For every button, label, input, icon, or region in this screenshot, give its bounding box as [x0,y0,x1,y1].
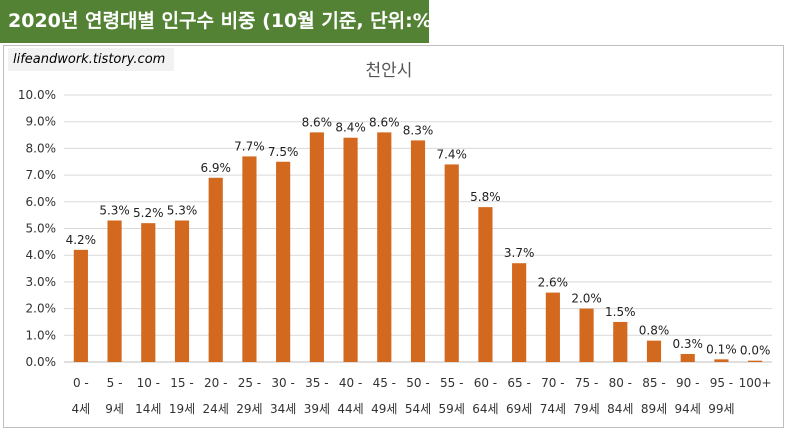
x-tick-label: 25 - [238,376,261,390]
y-tick-label: 4.0% [26,248,57,262]
bar [141,223,156,362]
x-tick-label: 10 - [137,376,160,390]
x-tick-label: 60 - [474,376,497,390]
bar [680,353,695,362]
x-tick-label: 79세 [573,402,599,416]
x-tick-label: 24세 [203,402,229,416]
data-label: 8.6% [302,115,333,129]
y-tick-label: 2.0% [26,302,57,316]
bar [107,220,122,362]
x-tick-label: 65 - [507,376,530,390]
data-label: 0.8% [639,324,670,338]
bar [73,249,88,362]
x-tick-label: 64세 [472,402,498,416]
x-tick-label: 55 - [440,376,463,390]
data-label: 0.1% [706,342,737,356]
bar [444,164,459,362]
data-label: 0.3% [672,337,703,351]
y-tick-label: 9.0% [26,115,57,129]
bar [276,161,291,362]
bar [579,308,594,362]
data-label: 6.9% [200,161,231,175]
x-tick-label: 20 - [204,376,227,390]
x-tick-label: 90 - [676,376,699,390]
bar [478,207,493,362]
data-label: 8.3% [403,123,434,137]
data-label: 5.3% [167,203,198,217]
bar [309,132,324,362]
x-tick-label: 34세 [270,402,296,416]
bar [343,137,358,362]
bar [545,292,560,362]
x-tick-label: 44세 [337,402,363,416]
y-tick-label: 10.0% [18,88,56,102]
data-label: 7.4% [436,147,467,161]
data-label: 5.3% [99,203,130,217]
y-tick-label: 7.0% [26,168,57,182]
bar [377,132,392,362]
y-tick-label: 1.0% [26,328,57,342]
x-tick-label: 75 - [575,376,598,390]
data-label: 7.7% [234,139,265,153]
x-tick-label: 9세 [105,402,124,416]
x-tick-label: 94세 [675,402,701,416]
x-tick-label: 69세 [506,402,532,416]
x-tick-label: 80 - [609,376,632,390]
y-tick-label: 3.0% [26,275,57,289]
x-tick-label: 4세 [72,402,91,416]
x-tick-label: 99세 [708,402,734,416]
data-label: 1.5% [605,305,636,319]
bar [613,321,628,362]
bar [242,156,257,362]
y-tick-label: 8.0% [26,141,57,155]
bar [714,359,729,362]
header-title: 2020년 연령대별 인구수 비중 (10월 기준, 단위:%) [0,0,440,43]
y-tick-label: 5.0% [26,222,57,236]
data-label: 5.2% [133,206,164,220]
data-label: 8.6% [369,115,400,129]
x-tick-label: 15 - [170,376,193,390]
x-tick-label: 89세 [641,402,667,416]
x-tick-label: 5 - [107,376,123,390]
chart-title: 천안시 [366,61,413,81]
x-tick-label: 30 - [271,376,294,390]
bar [208,177,223,362]
x-tick-label: 95 - [710,376,733,390]
bar [512,263,527,362]
x-tick-label: 59세 [439,402,465,416]
x-tick-label: 100+ [739,376,772,390]
bar [410,140,426,362]
x-tick-label: 19세 [169,402,195,416]
data-label: 7.5% [268,145,299,159]
x-tick-label: 85 - [642,376,665,390]
data-label: 0.0% [740,344,771,358]
x-tick-label: 29세 [236,402,262,416]
x-tick-label: 35 - [305,376,328,390]
x-tick-label: 54세 [405,402,431,416]
data-label: 8.4% [335,121,366,135]
data-label: 4.2% [66,233,97,247]
data-label: 2.0% [571,292,602,306]
x-tick-label: 84세 [607,402,633,416]
data-label: 3.7% [504,246,535,260]
bar [646,340,662,362]
x-tick-label: 49세 [371,402,397,416]
watermark-text: lifeandwork.tistory.com [8,48,174,71]
y-tick-label: 0.0% [26,355,57,369]
x-tick-label: 14세 [135,402,161,416]
x-tick-label: 74세 [540,402,566,416]
data-label: 5.8% [470,190,501,204]
y-tick-label: 6.0% [26,195,57,209]
x-tick-label: 0 - [73,376,89,390]
data-label: 2.6% [538,276,569,290]
x-tick-label: 45 - [373,376,396,390]
bar [174,220,190,362]
chart-area [3,45,784,428]
x-tick-label: 39세 [304,402,330,416]
x-tick-label: 40 - [339,376,362,390]
x-tick-label: 50 - [406,376,429,390]
bar [748,360,763,362]
x-tick-label: 70 - [541,376,564,390]
